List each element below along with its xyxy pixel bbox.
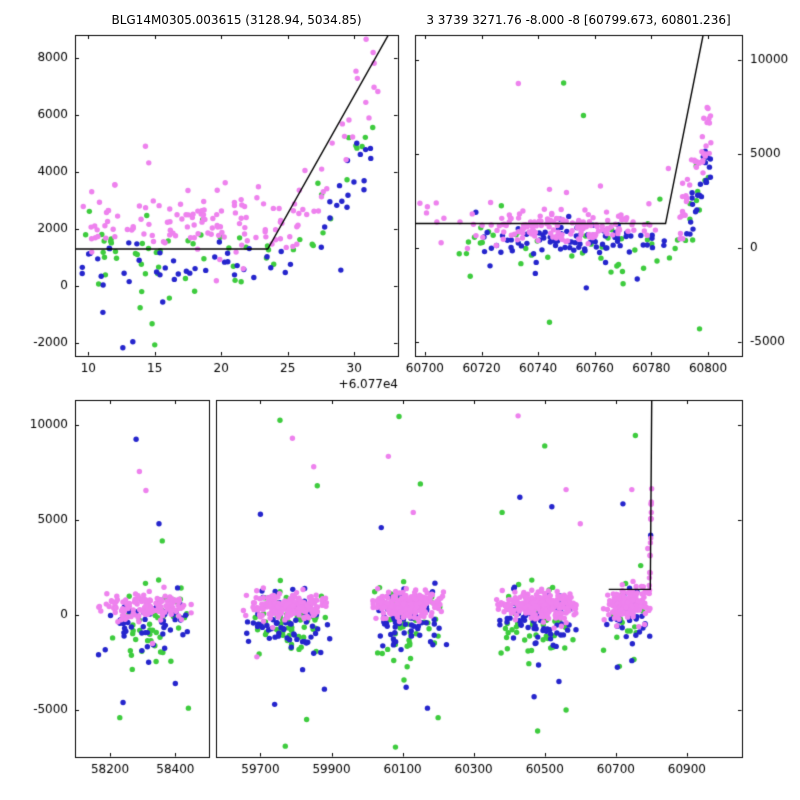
panel-title-right: 3 3739 3271.76 -8.000 -8 [60799.673, 608… [426,13,731,27]
panel-title-left: BLG14M0305.003615 (3128.94, 5034.85) [111,13,362,27]
